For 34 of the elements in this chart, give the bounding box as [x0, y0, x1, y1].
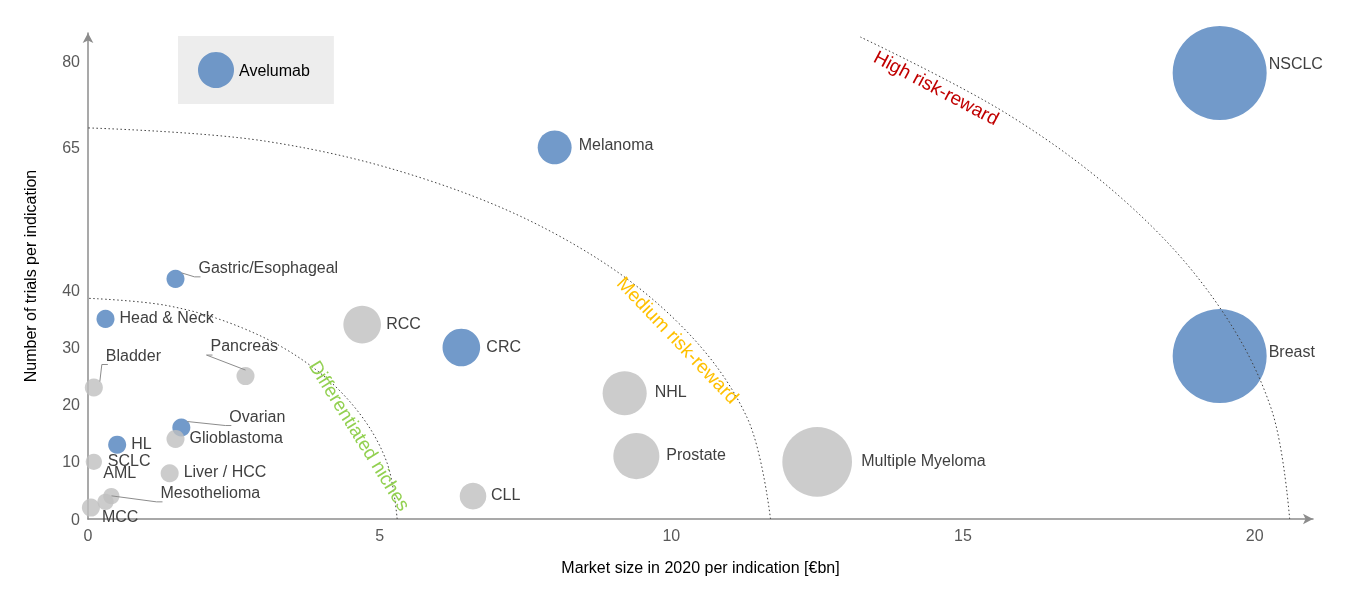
- annotation: RCC: [386, 314, 421, 332]
- y-axis-title: Number of trials per indication: [21, 169, 39, 383]
- x-tick-label: 10: [662, 526, 681, 544]
- annotation: CRC: [486, 337, 522, 355]
- annotation: Gastric/Esophageal: [198, 259, 339, 277]
- y-tick-label: 10: [62, 453, 81, 471]
- annotation: CLL: [491, 486, 521, 504]
- line-series: [87, 127, 771, 520]
- y-tick-label: 0: [71, 510, 81, 528]
- y-tick-label: 40: [62, 281, 81, 299]
- annotation: Breast: [1268, 343, 1316, 361]
- annotation: NSCLC: [1268, 55, 1323, 73]
- y-tick-label: 80: [62, 53, 81, 71]
- annotation: Pancreas: [210, 337, 279, 355]
- x-axis-title: Market size in 2020 per indication [€bn]: [561, 558, 840, 576]
- x-tick-label: 0: [83, 526, 93, 544]
- annotation: MCC: [101, 507, 139, 525]
- annotation: Mesothelioma: [160, 484, 261, 502]
- x-tick-label: 15: [954, 526, 972, 544]
- legend-label: Avelumab: [239, 61, 310, 79]
- annotation: Head & Neck: [119, 309, 215, 327]
- annotation: Multiple Myeloma: [861, 452, 986, 470]
- x-tick-label: 20: [1245, 526, 1264, 544]
- y-tick-label: 30: [62, 338, 81, 356]
- annotation: Bladder: [105, 346, 162, 364]
- annotation: Glioblastoma: [189, 429, 283, 447]
- y-tick-label: 65: [62, 138, 81, 156]
- x-tick-label: 5: [375, 526, 385, 544]
- annotation: Melanoma: [578, 135, 654, 153]
- annotation: HL: [131, 434, 152, 452]
- annotation: Prostate: [666, 446, 727, 464]
- annotation: Liver / HCC: [183, 463, 267, 481]
- annotation: Ovarian: [229, 407, 286, 425]
- y-tick-label: 20: [62, 396, 81, 414]
